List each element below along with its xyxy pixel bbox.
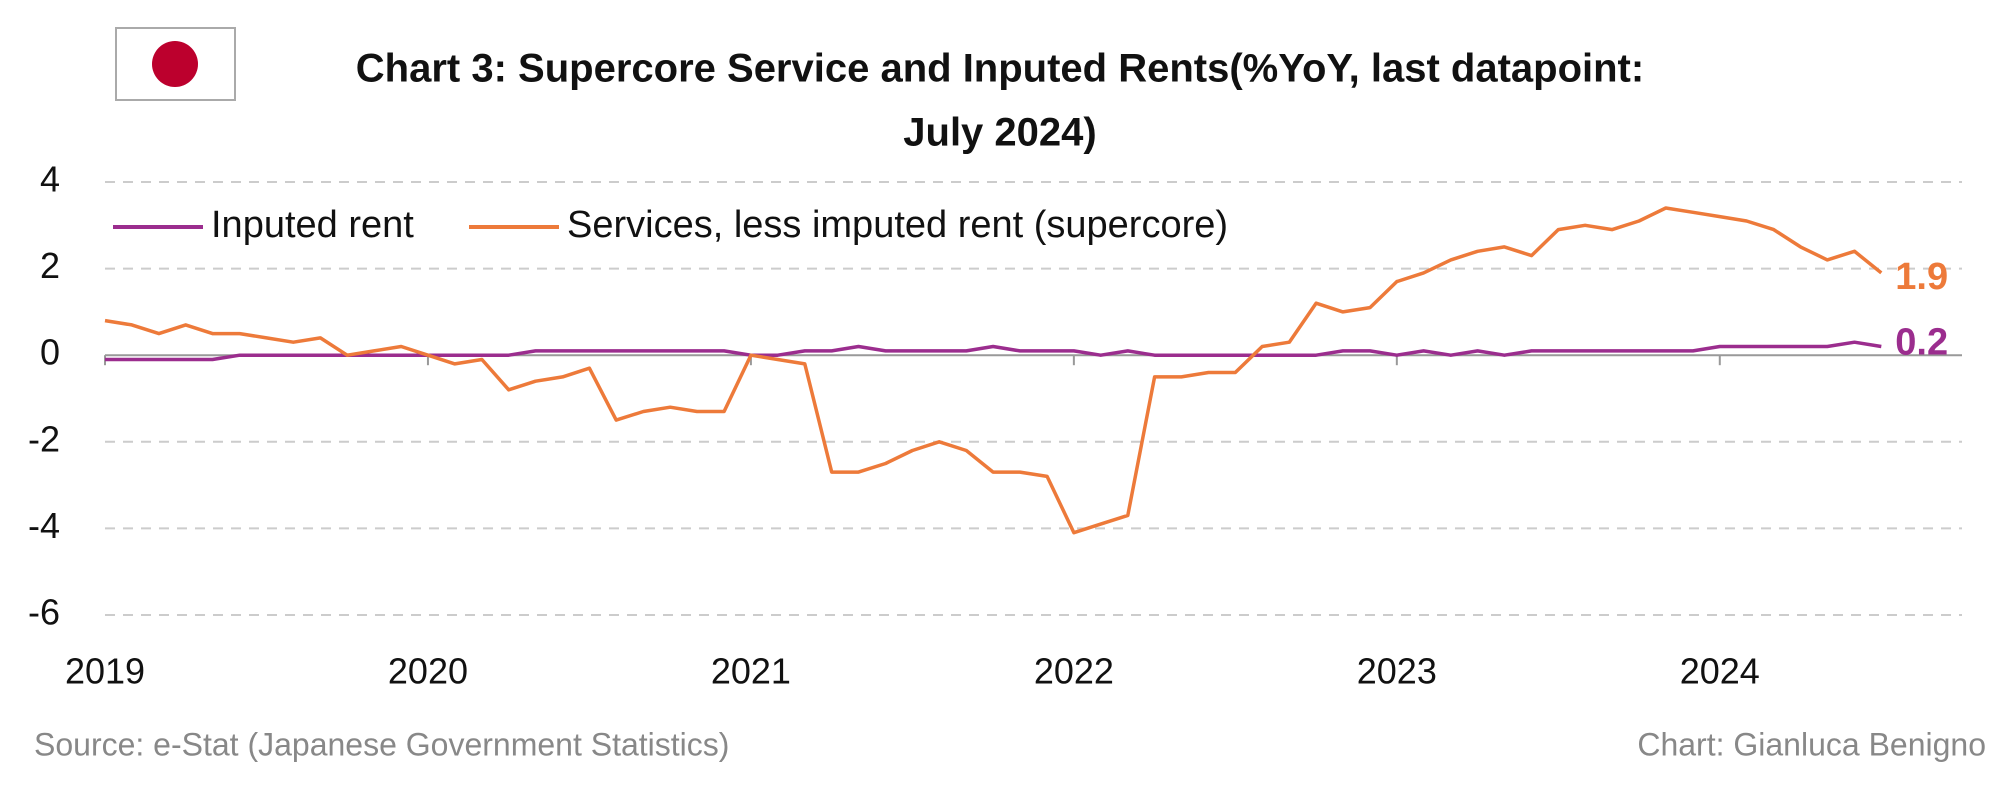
chart-title: July 2024) — [903, 111, 1096, 155]
end-label: 1.9 — [1895, 256, 1948, 298]
y-tick-label: 2 — [40, 245, 60, 286]
x-tick-label: 2024 — [1680, 651, 1760, 692]
series-line — [104, 206, 1883, 535]
y-tick-label: -6 — [28, 592, 60, 633]
chart-title: Chart 3: Supercore Service and Inputed R… — [356, 47, 1644, 91]
x-tick-label: 2021 — [711, 651, 791, 692]
x-tick-label: 2020 — [388, 651, 468, 692]
x-tick-label: 2019 — [65, 651, 145, 692]
credit: Chart: Gianluca Benigno — [1637, 726, 1986, 762]
y-tick-label: 0 — [40, 332, 60, 373]
y-tick-label: -4 — [28, 505, 60, 546]
y-tick-label: -2 — [28, 418, 60, 459]
legend-label: Services, less imputed rent (supercore) — [567, 204, 1228, 246]
y-tick-label: 4 — [40, 159, 60, 200]
x-tick-label: 2022 — [1034, 651, 1114, 692]
series-line — [105, 340, 1882, 362]
x-tick-label: 2023 — [1357, 651, 1437, 692]
flag-disc — [152, 41, 198, 87]
source: Source: e-Stat (Japanese Government Stat… — [34, 726, 729, 762]
legend-label: Inputed rent — [211, 204, 414, 246]
end-label: 0.2 — [1895, 322, 1948, 364]
